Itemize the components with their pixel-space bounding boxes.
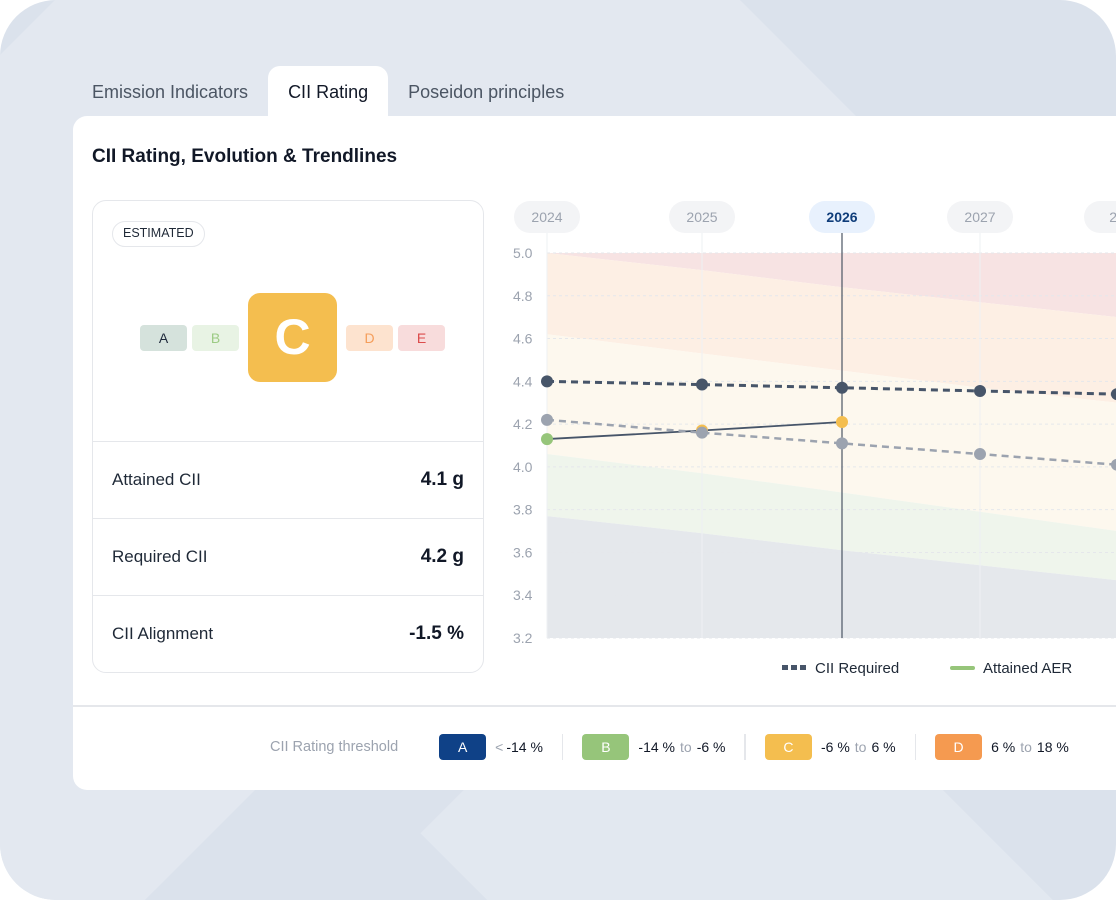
y-tick-label: 3.8 [513,502,533,518]
threshold-separator [744,734,746,760]
card-title: CII Rating, Evolution & Trendlines [92,146,398,167]
threshold-range: < -14 % [495,739,543,755]
threshold-items: A < -14 % B -14 % to -6 % C -6 % to 6 % D 6 % to 18 % [439,734,1069,760]
legend-marker-dotted [800,665,806,670]
data-point [974,384,986,397]
year-pill-bg [947,201,1013,233]
threshold-grade-chip: D [935,734,983,760]
x-tick-label: 2027 [964,209,995,225]
threshold-separator [914,734,917,760]
tab-emission-indicators[interactable]: Emission Indicators [92,82,249,102]
cii-rating-card: CII Rating, Evolution & Trendlines ESTIM… [73,116,1116,790]
threshold-to: to [854,739,867,755]
grade-d: D [346,324,393,351]
threshold-range: -6 % to 6 % [820,739,896,755]
metric-value: 4.2 g [420,546,464,567]
tab-cii-rating[interactable]: CII Rating [268,66,389,118]
series-line-estimated [546,418,1116,466]
x-tick-label: 2025 [686,209,717,225]
y-tick-label: 5.0 [513,245,533,261]
legend-marker-dotted [782,665,788,670]
threshold-grade-chip: C [764,734,812,760]
legend-label: Attained AER [983,660,1072,677]
metric-label: Required CII [112,547,208,566]
band-d [547,253,1116,403]
y-tick-label: 4.6 [513,331,533,347]
threshold-item-b: B -14 % to -6 % [582,734,725,760]
legend-marker-dotted [791,665,797,670]
legend-label: CII Required [815,660,899,677]
y-tick-label: 4.0 [513,459,533,475]
threshold-separator [561,734,564,760]
less-than-icon: < [495,739,504,755]
threshold-to: to [1020,739,1032,755]
data-point [541,433,553,446]
tab-bar: Emission Indicators CII Rating Poseidon … [72,66,584,118]
legend-marker-line [950,666,975,670]
x-tick-label: 20 [1109,209,1116,225]
data-point [836,415,848,428]
threshold-item-d: D 6 % to 18 % [935,734,1069,760]
estimated-badge: ESTIMATED [112,221,205,247]
threshold-item-c: C -6 % to 6 % [764,734,896,760]
data-point [541,375,553,388]
metric-label: CII Alignment [112,624,214,643]
metric-value: 4.1 g [420,469,464,490]
metric-label: Attained CII [112,470,201,489]
year-pill-2025[interactable]: 2025 [669,201,735,233]
metric-required-cii: Required CII 4.2 g [93,518,483,595]
grade-a: A [140,324,187,351]
cii-trend-chart: 5.0 4.8 4.6 4.4 4.2 4.0 3.8 3.6 3.4 3.2 2024 2025 20… [513,201,1116,677]
data-point [1111,458,1116,471]
threshold-item-a: A < -14 % [439,734,543,760]
data-point [974,448,986,461]
x-tick-label: 2026 [826,209,857,225]
rating-threshold-legend: CII Rating threshold A < -14 % B -14 % to -6 %… [270,734,1069,760]
current-grade: C [248,293,337,382]
metric-cii-alignment: CII Alignment -1.5 % [93,595,483,672]
year-pill-2028[interactable]: 20 [1084,201,1116,233]
y-tick-label: 3.4 [513,587,533,603]
tab-poseidon-principles[interactable]: Poseidon principles [408,82,565,102]
grade-b: B [192,324,239,351]
year-pill-bg [809,201,875,233]
threshold-range: -14 % to -6 % [638,739,726,755]
data-point [541,413,553,426]
threshold-grade-chip: B [582,734,630,760]
band-b [547,454,1116,581]
divider [73,705,1116,707]
y-tick-label: 4.8 [513,288,533,304]
band-e [547,253,1116,318]
year-pill-bg [1084,201,1116,233]
year-pill-2027[interactable]: 2027 [947,201,1013,233]
data-point [836,381,848,394]
y-tick-label: 4.2 [513,416,533,432]
data-point [1111,388,1116,401]
year-pill-bg [669,201,735,233]
threshold-range: 6 % to 18 % [991,739,1069,755]
year-pill-2024[interactable]: 2024 [514,201,580,233]
y-tick-label: 4.4 [513,373,533,389]
band-a [547,516,1116,638]
y-tick-label: 3.6 [513,544,533,560]
data-point [836,437,848,450]
threshold-label: CII Rating threshold [270,739,399,755]
threshold-to: to [680,739,692,755]
year-pill-2026[interactable]: 2026 [809,201,875,233]
x-tick-label: 2024 [531,209,562,225]
band-c [547,334,1116,531]
data-point [696,426,708,439]
data-point [696,378,708,391]
rating-panel: ESTIMATED A B C D E Attained CII 4.1 g R… [92,200,484,673]
y-tick-label: 3.2 [513,630,533,646]
threshold-grade-chip: A [439,734,487,760]
year-pill-bg [514,201,580,233]
grade-scale: A B C D E [140,293,445,382]
metric-attained-cii: Attained CII 4.1 g [93,441,483,518]
grade-e: E [398,324,445,351]
metric-value: -1.5 % [409,623,464,644]
